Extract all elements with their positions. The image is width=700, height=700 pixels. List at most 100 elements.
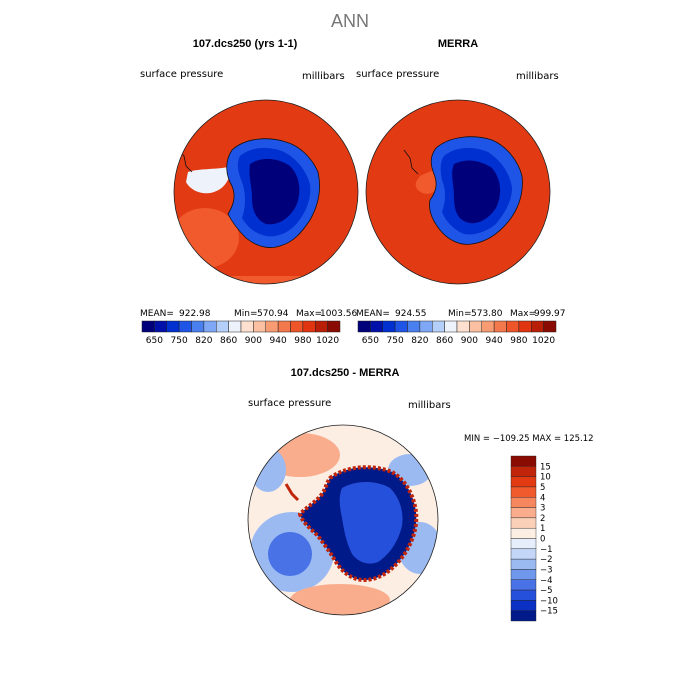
colorbar-model-swatch [178,320,192,333]
variable-label-model: surface pressure [140,69,223,80]
colorbar-obs-tick-label: 940 [486,336,503,346]
colorbar-obs-tick-label: 1020 [532,336,555,346]
colorbar-obs-swatch [543,320,557,333]
colorbar-diff-swatch [510,569,537,580]
colorbar-model-tick-label: 650 [146,336,163,346]
map-obs [365,99,551,285]
colorbar-model-tick-label: 940 [270,336,287,346]
colorbar-obs-tick-label: 820 [411,336,428,346]
colorbar-diff-tick-label: 10 [540,473,551,483]
colorbar-diff-swatch [510,527,537,539]
colorbar-model-swatch [203,320,217,333]
colorbar-diff-swatch [510,589,537,601]
colorbar-model-tick-label: 980 [294,336,311,346]
colorbar-model: 650 750 820 860 900 940 980 1020 [141,320,341,346]
variable-label-diff: surface pressure [248,398,331,409]
colorbar-diff-swatch [510,497,537,508]
colorbar-model-swatch [228,320,242,333]
colorbar-diff-tick-label: −2 [540,555,553,565]
colorbar-obs-swatch [469,320,482,333]
colorbar-diff-tick-label: 1 [540,524,545,534]
colorbar-model-swatch [154,320,167,333]
panel-title-diff: 107.dcs250 - MERRA [291,367,400,379]
colorbar-model-swatch [240,320,254,333]
colorbar-obs-swatch [506,320,520,333]
colorbar-diff-tick-label: −4 [540,576,553,586]
colorbar-diff-tick-label: −1 [540,545,553,555]
stat-min-label-obs: Min= [448,309,472,319]
colorbar-diff-tick-label: −5 [540,586,553,596]
colorbar-obs-swatch [432,320,445,333]
colorbar-model-tick-label: 1020 [316,336,339,346]
colorbar-diff-tick-label: 5 [540,483,545,493]
colorbar-obs-swatch [407,320,421,333]
colorbar-obs-swatch [518,320,532,333]
units-label-diff: millibars [408,400,451,411]
colorbar-diff-swatch [510,476,537,488]
stat-mean-obs: 924.55 [395,309,427,319]
colorbar-model-tick-label: 750 [171,336,188,346]
colorbar-model-swatch [327,320,341,333]
colorbar-diff-tick-label: −10 [540,596,558,606]
colorbar-obs: 650 750 820 860 900 940 980 1020 [357,320,557,346]
diff-min-max: MIN = −109.25 MAX = 125.12 [464,434,594,444]
colorbar-obs-swatch [444,320,458,333]
units-label-model: millibars [302,71,345,82]
colorbar-diff-swatch [510,517,537,529]
colorbar-model-swatch [315,320,328,333]
colorbar-model-tick-label: 820 [195,336,212,346]
stat-mean-model: 922.98 [179,309,211,319]
panel-title-model: 107.dcs250 (yrs 1-1) [193,38,298,50]
colorbar-model-swatch [141,320,155,333]
colorbar-obs-swatch [481,320,495,333]
stat-min-model: 570.94 [257,309,289,319]
colorbar-obs-tick-label: 900 [461,336,478,346]
colorbar-diff-tick-label: 15 [540,462,551,472]
variable-label-obs: surface pressure [356,69,439,80]
colorbar-model-swatch [191,320,205,333]
colorbar-diff-tick-label: 4 [540,493,545,503]
map-model [173,99,359,285]
stat-mean-label-model: MEAN= [140,309,174,319]
stat-min-obs: 573.80 [471,309,503,319]
colorbar-obs-swatch [456,320,470,333]
stat-max-label-obs: Max= [510,309,536,319]
colorbar-obs-swatch [419,320,433,333]
colorbar-model-swatch [166,320,180,333]
colorbar-model-swatch [253,320,266,333]
colorbar-diff-swatch [510,600,537,611]
ocean-anomaly-patch [174,208,239,268]
colorbar-diff-swatch [510,538,537,550]
colorbar-obs-swatch [382,320,396,333]
colorbar-model-swatch [265,320,279,333]
stat-mean-label-obs: MEAN= [356,309,390,319]
colorbar-obs-swatch [357,320,371,333]
colorbar-diff-tick-label: 0 [540,535,545,545]
colorbar-diff-swatch [510,610,537,622]
colorbar-diff-swatch [510,579,537,591]
colorbar-model-swatch [277,320,291,333]
map-diff [247,424,439,616]
colorbar-diff-tick-label: 2 [540,514,545,524]
units-label-obs: millibars [516,71,559,82]
colorbar-obs-tick-label: 860 [436,336,453,346]
colorbar-diff-swatch [510,486,537,498]
colorbar-diff-swatch [510,558,537,570]
colorbar-obs-tick-label: 750 [387,336,404,346]
colorbar-obs-swatch [394,320,408,333]
stat-max-obs: 999.97 [534,309,566,319]
colorbar-obs-swatch [493,320,507,333]
stat-max-model: 1003.56 [320,309,357,319]
figure-title: ANN [331,11,369,31]
colorbar-diff-tick-label: −15 [540,607,558,617]
stat-max-label-model: Max= [296,309,322,319]
colorbar-obs-swatch [370,320,383,333]
colorbar-obs-tick-label: 650 [362,336,379,346]
colorbar-model-tick-label: 900 [245,336,262,346]
colorbar-model-swatch [302,320,316,333]
colorbar-model-tick-label: 860 [220,336,237,346]
colorbar-model-swatch [290,320,304,333]
colorbar-diff-tick-label: −3 [540,565,553,575]
colorbar-diff-swatch [510,466,537,477]
